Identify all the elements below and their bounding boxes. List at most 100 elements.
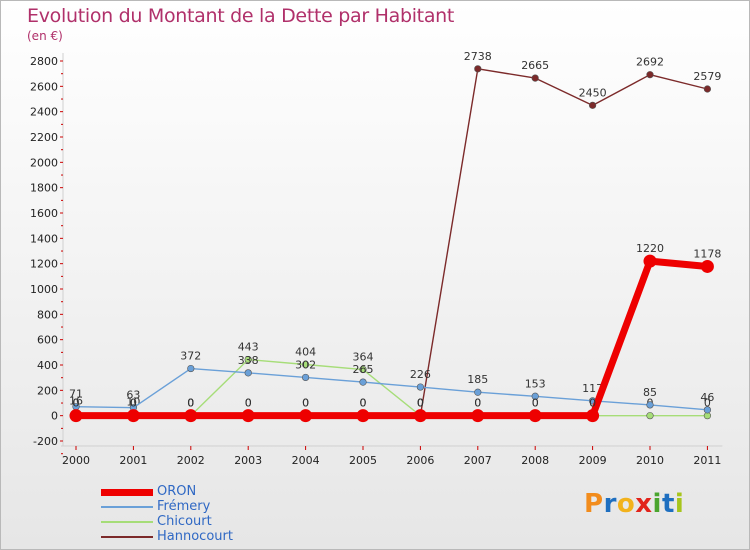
x-tick-label: 2008 — [521, 454, 549, 467]
data-label: 2579 — [693, 70, 721, 83]
data-label: 443 — [238, 341, 259, 354]
chart-unit: (en €) — [27, 29, 63, 43]
y-tick-label: 0 — [51, 410, 58, 423]
logo-letter: P — [584, 489, 604, 519]
data-point — [646, 401, 654, 409]
x-tick-label: 2003 — [234, 454, 262, 467]
series-line-oron — [76, 257, 708, 420]
data-label: 404 — [295, 345, 316, 358]
x-tick-label: 2000 — [62, 454, 90, 467]
logo-letter: x — [635, 489, 653, 519]
legend-swatch — [101, 521, 153, 523]
y-tick-label: 1200 — [30, 258, 58, 271]
data-label: 0 — [532, 397, 539, 410]
y-tick-label: 1000 — [30, 283, 58, 296]
data-point — [302, 373, 310, 382]
data-point — [413, 409, 427, 423]
data-label: 71 — [69, 388, 83, 401]
data-label: 372 — [180, 350, 201, 363]
data-point — [244, 369, 252, 377]
data-point — [126, 409, 140, 423]
data-label: 0 — [130, 397, 137, 410]
x-tick-label: 2002 — [177, 454, 205, 467]
data-point — [531, 74, 539, 82]
y-tick-label: -200 — [33, 435, 58, 448]
data-label: 0 — [589, 397, 596, 410]
data-label: 0 — [245, 397, 252, 410]
data-point — [700, 259, 714, 273]
data-point — [528, 409, 542, 423]
data-label: 0 — [187, 397, 194, 410]
data-label: 2738 — [464, 50, 492, 63]
data-point — [474, 388, 482, 396]
data-label: 0 — [360, 397, 367, 410]
data-label: 46 — [700, 391, 714, 404]
y-tick-label: 2000 — [30, 156, 58, 169]
data-point — [244, 355, 252, 364]
y-tick-label: 1400 — [30, 232, 58, 245]
x-tick-label: 2010 — [636, 454, 664, 467]
x-tick-label: 2005 — [349, 454, 377, 467]
legend-label: Chicourt — [157, 514, 212, 529]
data-label: 153 — [525, 377, 546, 390]
data-point — [586, 409, 600, 423]
y-tick-label: 2800 — [30, 55, 58, 68]
x-tick-label: 2006 — [406, 454, 434, 467]
legend-label: ORON — [157, 484, 197, 499]
data-point — [356, 409, 370, 423]
data-label: 0 — [417, 397, 424, 410]
data-point — [588, 101, 597, 109]
y-tick-label: 2600 — [30, 80, 58, 93]
legend-label: Hannocourt — [157, 529, 233, 544]
x-tick-label: 2007 — [464, 454, 492, 467]
proxiti-logo: Proxiti — [584, 489, 684, 519]
data-label: 226 — [410, 368, 431, 381]
logo-letter: o — [616, 489, 636, 519]
data-point — [302, 360, 310, 369]
data-label: 63 — [126, 389, 140, 402]
data-point — [646, 71, 654, 79]
data-label: 0 — [73, 397, 80, 410]
data-label: 0 — [474, 397, 481, 410]
x-tick-label: 2009 — [579, 454, 607, 467]
data-label: 0 — [130, 397, 137, 410]
data-label: 0 — [704, 397, 711, 410]
x-tick-label: 2011 — [693, 454, 721, 467]
data-label: 1220 — [636, 242, 664, 255]
data-point — [359, 365, 367, 374]
data-point — [531, 392, 539, 400]
legend-swatch — [101, 506, 153, 508]
data-label: 0 — [245, 397, 252, 410]
y-tick-label: 2400 — [30, 106, 58, 119]
x-tick-label: 2001 — [119, 454, 147, 467]
y-tick-label: 400 — [37, 359, 58, 372]
logo-letter: i — [674, 489, 685, 519]
data-point — [703, 406, 712, 414]
logo-letter: r — [603, 489, 617, 519]
data-point — [184, 409, 198, 423]
data-label: 1178 — [693, 247, 721, 260]
data-point — [299, 409, 313, 423]
data-label: 364 — [353, 351, 374, 364]
y-tick-label: 200 — [37, 384, 58, 397]
chart-title: Evolution du Montant de la Dette par Hab… — [27, 5, 455, 27]
data-label: 85 — [643, 386, 657, 399]
data-point — [474, 65, 482, 73]
data-point — [471, 409, 485, 423]
data-label: 0 — [302, 397, 309, 410]
data-label: 0 — [417, 397, 424, 410]
data-label: 0 — [187, 397, 194, 410]
data-label: 2450 — [579, 86, 607, 99]
data-label: 2665 — [521, 59, 549, 72]
data-label: 16 — [69, 395, 83, 408]
data-label: 0 — [302, 397, 309, 410]
x-tick-label: 2004 — [292, 454, 320, 467]
data-point — [187, 364, 195, 373]
y-tick-label: 1800 — [30, 182, 58, 195]
data-point — [69, 409, 83, 423]
data-point — [241, 409, 255, 423]
y-tick-label: 2200 — [30, 131, 58, 144]
data-label: 0 — [187, 397, 194, 410]
data-point — [416, 383, 425, 391]
data-label: 338 — [238, 354, 259, 367]
